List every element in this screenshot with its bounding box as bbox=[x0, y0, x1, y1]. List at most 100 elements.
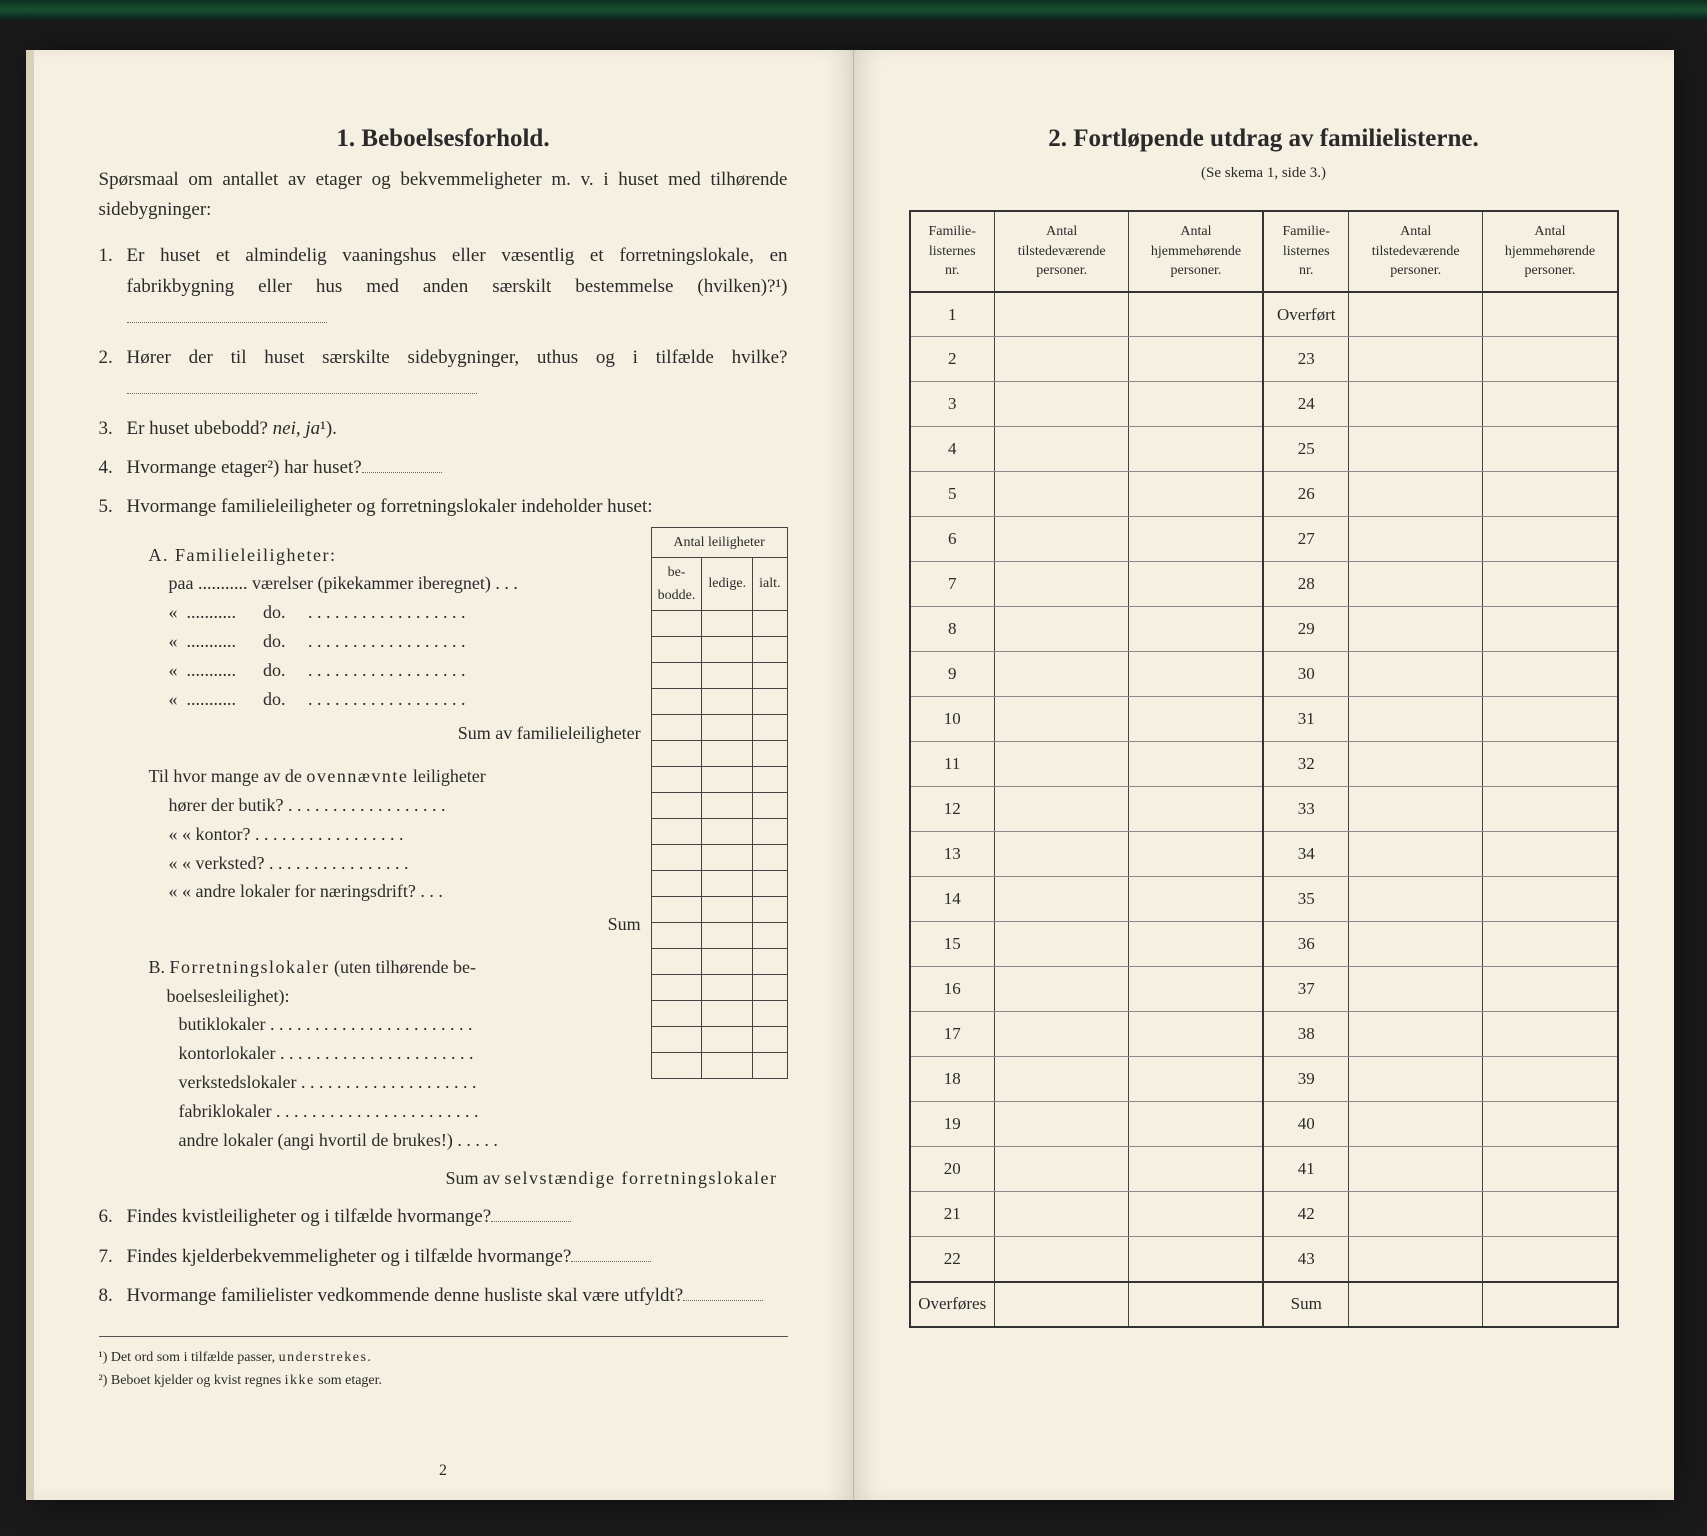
cell-empty bbox=[1129, 787, 1264, 832]
cell-empty bbox=[994, 787, 1129, 832]
table-row: 1738 bbox=[910, 1012, 1618, 1057]
table-row: 324 bbox=[910, 382, 1618, 427]
cell-right-nr: 36 bbox=[1263, 922, 1348, 967]
cell-left-nr: 14 bbox=[910, 877, 995, 922]
cell-left-nr: 1 bbox=[910, 292, 995, 337]
cell-empty bbox=[1348, 472, 1483, 517]
cell-empty bbox=[994, 1192, 1129, 1237]
footnote-2: ²) Beboet kjelder og kvist regnes ikke s… bbox=[99, 1370, 788, 1392]
footnote-1: ¹) Det ord som i tilfælde passer, unders… bbox=[99, 1347, 788, 1369]
cell-empty bbox=[994, 1012, 1129, 1057]
cell-empty bbox=[1483, 382, 1618, 427]
cell-empty bbox=[1483, 1012, 1618, 1057]
cell-empty bbox=[994, 1282, 1129, 1327]
cell-left-nr: 9 bbox=[910, 652, 995, 697]
cell-empty bbox=[1348, 1192, 1483, 1237]
cell-empty bbox=[1129, 562, 1264, 607]
cell-left-nr: 13 bbox=[910, 832, 995, 877]
cell-empty bbox=[1483, 562, 1618, 607]
q5-text: Hvormange familieleiligheter og forretni… bbox=[127, 496, 653, 517]
table-row: 13 34 bbox=[910, 832, 1618, 877]
cell-empty bbox=[1129, 967, 1264, 1012]
cell-empty bbox=[1483, 1192, 1618, 1237]
sb-sum: Sum av selvstændige forretningslokaler bbox=[149, 1164, 788, 1193]
table-row: 526 bbox=[910, 472, 1618, 517]
cell-empty bbox=[1483, 832, 1618, 877]
cell-empty bbox=[1129, 337, 1264, 382]
q3-pre: Er huset ubebodd? bbox=[127, 418, 268, 439]
question-8: Hvormange familielister vedkommende denn… bbox=[127, 1280, 788, 1311]
cell-empty bbox=[994, 607, 1129, 652]
q3-italic: nei, ja bbox=[273, 418, 321, 439]
cell-right-nr: 34 bbox=[1263, 832, 1348, 877]
cell-empty bbox=[994, 877, 1129, 922]
table-row: 425 bbox=[910, 427, 1618, 472]
cell-left-nr: 11 bbox=[910, 742, 995, 787]
right-title: 2. Fortløpende utdrag av familielisterne… bbox=[909, 125, 1619, 153]
cell-right-nr: 25 bbox=[1263, 427, 1348, 472]
cell-empty bbox=[1348, 607, 1483, 652]
left-title: 1. Beboelsesforhold. bbox=[99, 125, 788, 153]
table-row: 223 bbox=[910, 337, 1618, 382]
cell-empty bbox=[1348, 877, 1483, 922]
cell-empty bbox=[1483, 922, 1618, 967]
cell-empty bbox=[1483, 877, 1618, 922]
mini-col3: ialt. bbox=[753, 557, 787, 610]
cell-empty bbox=[1483, 337, 1618, 382]
cell-left-nr: 7 bbox=[910, 562, 995, 607]
blank-line bbox=[683, 1300, 763, 1301]
cell-right-nr: 43 bbox=[1263, 1237, 1348, 1282]
cell-empty bbox=[1129, 517, 1264, 562]
cell-left-nr: 8 bbox=[910, 607, 995, 652]
cell-empty bbox=[1348, 427, 1483, 472]
cell-empty bbox=[994, 742, 1129, 787]
cell-empty bbox=[1483, 292, 1618, 337]
th-c1: Familie-listernesnr. bbox=[910, 211, 995, 292]
cell-empty bbox=[994, 427, 1129, 472]
table-row: 1435 bbox=[910, 877, 1618, 922]
cell-empty bbox=[1483, 1237, 1618, 1282]
blank-line bbox=[362, 472, 442, 473]
document-spread: 1. Beboelsesforhold. Spørsmaal om antall… bbox=[34, 50, 1674, 1500]
question-5: Hvormange familieleiligheter og forretni… bbox=[127, 491, 788, 1193]
cell-left-nr: 6 bbox=[910, 517, 995, 562]
page-number: 2 bbox=[439, 1462, 447, 1480]
cell-empty bbox=[994, 517, 1129, 562]
th-c4: Familie-listernesnr. bbox=[1263, 211, 1348, 292]
table-row: 1940 bbox=[910, 1102, 1618, 1147]
cell-left-nr: 10 bbox=[910, 697, 995, 742]
cell-right-nr: 40 bbox=[1263, 1102, 1348, 1147]
cell-empty bbox=[1129, 292, 1264, 337]
question-7: Findes kjelderbekvemmeligheter og i tilf… bbox=[127, 1241, 788, 1272]
cell-left-nr: 18 bbox=[910, 1057, 995, 1102]
footnotes: ¹) Det ord som i tilfælde passer, unders… bbox=[99, 1336, 788, 1392]
cell-right-nr: Overført bbox=[1263, 292, 1348, 337]
table-row: 627 bbox=[910, 517, 1618, 562]
cell-empty bbox=[1348, 517, 1483, 562]
cell-left-nr: 5 bbox=[910, 472, 995, 517]
cell-empty bbox=[994, 472, 1129, 517]
th-c5: Antaltilstedeværendepersoner. bbox=[1348, 211, 1483, 292]
table-row: 1031 bbox=[910, 697, 1618, 742]
th-c6: Antalhjemmehørendepersoner. bbox=[1483, 211, 1618, 292]
cell-empty bbox=[1483, 1147, 1618, 1192]
table-row: 21 42 bbox=[910, 1192, 1618, 1237]
cell-empty bbox=[1348, 742, 1483, 787]
cell-empty bbox=[1483, 742, 1618, 787]
cell-right-nr: 42 bbox=[1263, 1192, 1348, 1237]
table-row: 1536 bbox=[910, 922, 1618, 967]
cell-empty bbox=[1483, 607, 1618, 652]
cell-left-nr: 2 bbox=[910, 337, 995, 382]
sb-r4: fabriklokaler . . . . . . . . . . . . . … bbox=[179, 1097, 788, 1126]
table-row: 1839 bbox=[910, 1057, 1618, 1102]
cell-empty bbox=[1348, 1012, 1483, 1057]
cell-empty bbox=[994, 382, 1129, 427]
cell-left-nr: 3 bbox=[910, 382, 995, 427]
q7-text: Findes kjelderbekvemmeligheter og i tilf… bbox=[127, 1246, 572, 1267]
mini-col2: ledige. bbox=[702, 557, 753, 610]
cell-empty bbox=[994, 922, 1129, 967]
right-page: 2. Fortløpende utdrag av familielisterne… bbox=[854, 50, 1674, 1500]
cell-empty bbox=[1129, 472, 1264, 517]
cell-left-nr: 21 bbox=[910, 1192, 995, 1237]
cell-empty bbox=[1129, 427, 1264, 472]
